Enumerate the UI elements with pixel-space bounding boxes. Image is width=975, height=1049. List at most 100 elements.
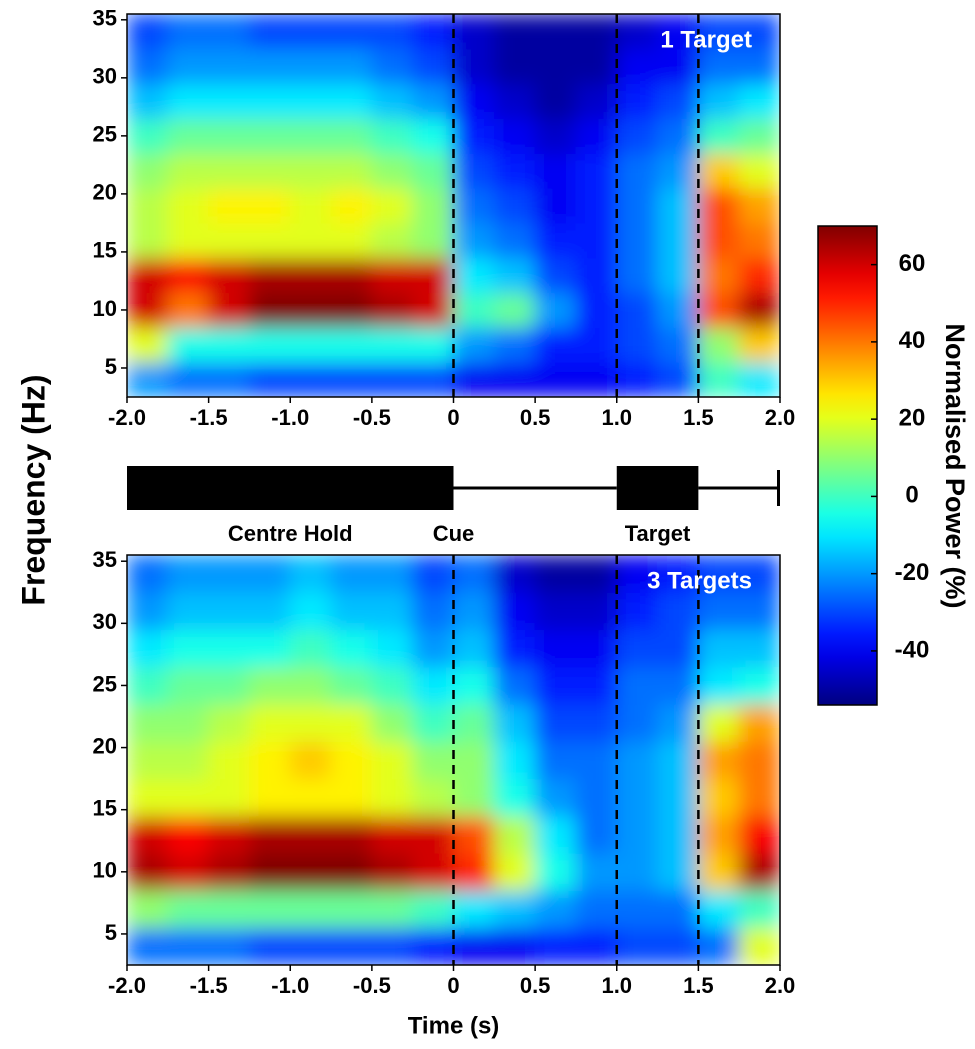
x-tick-label: 2.0 (765, 405, 796, 430)
heatmap-cell (248, 48, 291, 85)
heatmap-cell (289, 629, 332, 668)
heatmap-cell (493, 48, 536, 85)
heatmap-cell (738, 852, 780, 891)
heatmap-cell (371, 48, 414, 85)
x-tick-label: 0 (447, 973, 459, 998)
heatmap-cell (697, 152, 740, 189)
heatmap-cell (453, 257, 495, 294)
heatmap-cell (127, 222, 169, 259)
heatmap-cell (330, 629, 373, 668)
heatmap-cell (453, 555, 495, 593)
heatmap-cell (575, 927, 618, 965)
heatmap (127, 14, 780, 397)
heatmap-cell (289, 48, 332, 85)
heatmap-cell (127, 889, 169, 929)
x-axis-label: Time (s) (408, 1012, 500, 1039)
heatmap-cell (167, 555, 210, 593)
x-tick-label: -2.0 (108, 405, 146, 430)
heatmap-cell (248, 740, 291, 780)
heatmap-cell (289, 222, 332, 259)
heatmap-cell (657, 703, 699, 742)
heatmap-cell (208, 852, 250, 891)
heatmap-cell (657, 292, 699, 328)
heatmap-cell (697, 326, 740, 363)
heatmap-cell (167, 361, 210, 397)
heatmap-cell (738, 187, 780, 224)
heatmap-cell (657, 852, 699, 891)
heatmap-cell (127, 666, 169, 705)
heatmap-cell (371, 740, 414, 780)
colorbar-tick-label: 60 (899, 250, 926, 277)
heatmap-cell (412, 361, 454, 397)
heatmap-cell (616, 117, 659, 154)
heatmap-cell (330, 152, 373, 189)
heatmap-cell (575, 292, 618, 328)
heatmap-cell (412, 187, 454, 224)
x-tick-label: 1.0 (601, 973, 632, 998)
heatmap-cell (493, 152, 536, 189)
heatmap-cell (616, 361, 659, 397)
heatmap-cell (289, 83, 332, 119)
heatmap-cell (616, 889, 659, 929)
heatmap-cell (657, 222, 699, 259)
heatmap-cell (453, 83, 495, 119)
heatmap-cell (453, 852, 495, 891)
heatmap-cell (616, 152, 659, 189)
heatmap-cell (412, 666, 454, 705)
heatmap (127, 555, 780, 965)
heatmap-cell (493, 703, 536, 742)
heatmap-cell (534, 83, 577, 119)
heatmap-cell (575, 778, 618, 817)
heatmap-cell (371, 361, 414, 397)
heatmap-cell (127, 852, 169, 891)
heatmap-cell (453, 815, 495, 854)
heatmap-cell (371, 555, 414, 593)
heatmap-cell (289, 852, 332, 891)
heatmap-cell (412, 48, 454, 85)
heatmap-cell (453, 666, 495, 705)
heatmap-cell (248, 14, 291, 50)
x-tick-label: -1.5 (190, 405, 228, 430)
heatmap-cell (493, 326, 536, 363)
heatmap-cell (616, 591, 659, 631)
heatmap-cell (534, 927, 577, 965)
heatmap-cell (453, 48, 495, 85)
heatmap-cell (167, 83, 210, 119)
heatmap-cell (127, 591, 169, 631)
heatmap-cell (575, 555, 618, 593)
heatmap-cell (127, 48, 169, 85)
heatmap-cell (412, 326, 454, 363)
timeline-block (127, 466, 454, 510)
heatmap-cell (248, 666, 291, 705)
heatmap-cell (330, 361, 373, 397)
heatmap-cell (289, 740, 332, 780)
heatmap-cell (248, 117, 291, 154)
heatmap-cell (697, 48, 740, 85)
y-tick-label: 35 (93, 547, 117, 572)
heatmap-cell (493, 740, 536, 780)
heatmap-cell (738, 778, 780, 817)
heatmap-cell (371, 889, 414, 929)
heatmap-cell (534, 815, 577, 854)
heatmap-cell (412, 703, 454, 742)
heatmap-cell (453, 292, 495, 328)
heatmap-cell (493, 222, 536, 259)
heatmap-cell (575, 48, 618, 85)
heatmap-cell (248, 83, 291, 119)
x-tick-label: 0.5 (520, 973, 551, 998)
heatmap-cell (697, 629, 740, 668)
heatmap-cell (575, 326, 618, 363)
heatmap-cell (738, 117, 780, 154)
heatmap-cell (493, 14, 536, 50)
heatmap-cell (493, 187, 536, 224)
heatmap-cell (697, 778, 740, 817)
heatmap-cell (289, 591, 332, 631)
heatmap-cell (697, 852, 740, 891)
heatmap-cell (371, 292, 414, 328)
heatmap-cell (575, 852, 618, 891)
heatmap-cell (738, 555, 780, 593)
panel-title: 1 Target (660, 26, 752, 53)
heatmap-cell (127, 117, 169, 154)
y-tick-label: 15 (93, 796, 117, 821)
heatmap-cell (412, 117, 454, 154)
